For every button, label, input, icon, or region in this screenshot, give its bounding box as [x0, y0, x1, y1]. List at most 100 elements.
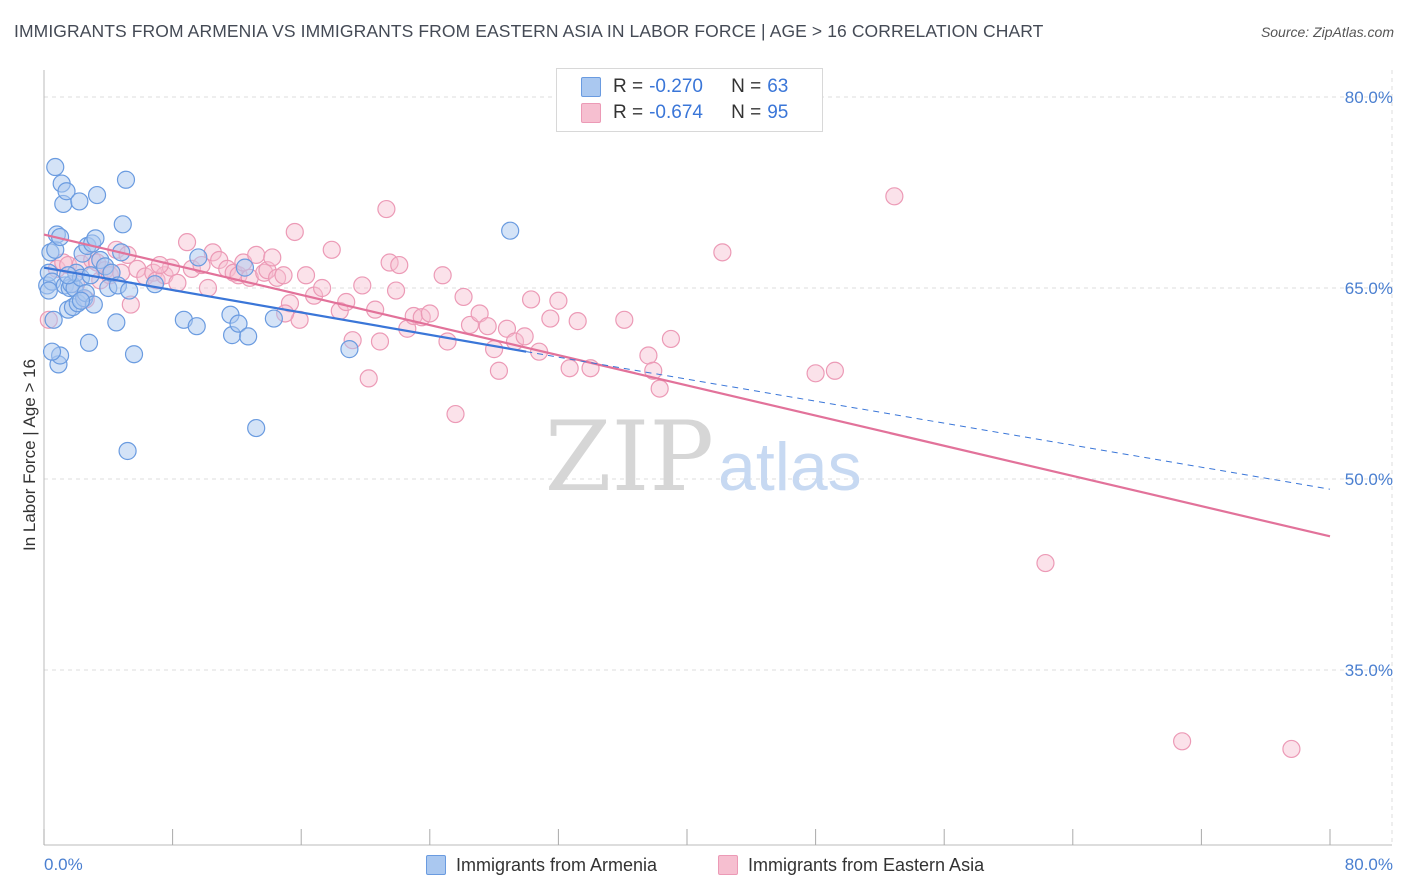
eastern-asia-point	[280, 294, 300, 313]
eastern-asia-point	[661, 329, 681, 349]
axes	[43, 70, 1392, 846]
armenia-point	[247, 418, 266, 438]
eastern-asia-point	[377, 199, 396, 219]
trend-lines	[43, 233, 1331, 538]
armenia-point	[501, 221, 520, 240]
eastern-asia-point	[390, 255, 409, 275]
y-tick-label: 80.0%	[1345, 88, 1393, 107]
eastern-asia-point	[1282, 739, 1301, 759]
eastern-asia-point	[454, 287, 473, 307]
eastern-asia-n-label: N =	[731, 102, 762, 123]
armenia-trend-line	[43, 266, 527, 353]
armenia-trend-extension	[526, 351, 1331, 490]
eastern-asia-point	[322, 240, 341, 259]
armenia-point	[229, 314, 248, 333]
eastern-asia-point	[806, 364, 825, 383]
armenia-n-value: 63	[767, 76, 789, 97]
eastern-asia-point	[885, 187, 904, 206]
armenia-point	[118, 441, 137, 461]
chart-title: IMMIGRANTS FROM ARMENIA VS IMMIGRANTS FR…	[14, 21, 1044, 41]
correlation-legend: R = -0.270 N = 63 R = -0.674 N = 95	[556, 68, 823, 132]
eastern-asia-point	[825, 361, 844, 380]
source-credit: Source: ZipAtlas.com	[1260, 24, 1394, 40]
eastern-asia-point	[489, 361, 509, 380]
armenia-r-label: R =	[613, 76, 644, 97]
armenia-n-label: N =	[731, 76, 762, 97]
bottom-legend-eastern-asia: Immigrants from Eastern Asia	[718, 852, 984, 878]
eastern-asia-point	[386, 281, 406, 300]
eastern-asia-point	[359, 369, 378, 388]
eastern-asia-trend-line	[43, 233, 1331, 538]
armenia-point	[71, 291, 91, 310]
armenia-point	[39, 281, 58, 300]
armenia-point	[239, 327, 258, 346]
armenia-point	[59, 266, 78, 285]
eastern-asia-n-value: 95	[767, 102, 789, 123]
armenia-point	[264, 309, 283, 328]
eastern-asia-point	[438, 332, 457, 351]
bottom-legend-armenia: Immigrants from Armenia	[426, 852, 657, 878]
armenia-point	[44, 310, 63, 329]
eastern-asia-point	[644, 361, 663, 380]
eastern-asia-point	[713, 243, 732, 262]
eastern-asia-point	[560, 359, 579, 378]
eastern-asia-point	[615, 310, 634, 329]
y-tick-labels: 35.0% 50.0% 65.0% 80.0%	[1345, 88, 1393, 680]
armenia-point	[145, 275, 165, 294]
eastern-asia-point	[366, 300, 385, 319]
eastern-asia-point	[312, 278, 332, 298]
bottom-eastern-asia-label: Immigrants from Eastern Asia	[748, 854, 985, 875]
eastern-asia-point	[568, 312, 587, 331]
eastern-asia-swatch	[581, 103, 601, 123]
bottom-eastern-asia-swatch	[718, 855, 738, 875]
eastern-asia-point	[274, 266, 293, 285]
eastern-asia-point	[420, 304, 439, 323]
armenia-point	[46, 157, 65, 177]
x-tick-labels: 0.0% 80.0%	[44, 855, 1393, 874]
watermark-zip: ZIP	[545, 401, 714, 513]
eastern-asia-point	[521, 290, 541, 309]
armenia-point	[116, 170, 136, 189]
armenia-point	[189, 248, 208, 267]
legend-row-armenia: R = -0.270 N = 63	[581, 75, 788, 99]
eastern-asia-point	[285, 222, 304, 242]
eastern-asia-point	[446, 404, 465, 424]
armenia-point	[124, 345, 144, 364]
eastern-asia-point	[549, 291, 568, 310]
armenia-point	[87, 185, 107, 205]
armenia-point	[79, 333, 99, 352]
armenia-swatch	[581, 77, 601, 97]
eastern-asia-point	[515, 327, 534, 346]
eastern-asia-point	[433, 266, 452, 285]
eastern-asia-point	[1036, 553, 1055, 573]
armenia-points	[38, 157, 520, 461]
armenia-point	[107, 313, 126, 332]
eastern-asia-r-label: R =	[613, 102, 644, 123]
x-tick-label-max: 80.0%	[1345, 855, 1393, 874]
eastern-asia-point	[650, 379, 669, 398]
y-axis-title: In Labor Force | Age > 16	[20, 358, 39, 552]
y-tick-label: 50.0%	[1345, 470, 1393, 489]
armenia-point	[57, 182, 76, 201]
watermark-atlas: atlas	[718, 429, 862, 505]
x-tick-label-min: 0.0%	[44, 855, 83, 874]
eastern-asia-point	[198, 278, 218, 298]
eastern-asia-r-value: -0.674	[649, 102, 703, 123]
eastern-asia-point	[177, 233, 197, 252]
eastern-asia-point	[639, 346, 658, 365]
armenia-point	[42, 342, 62, 361]
bottom-armenia-label: Immigrants from Armenia	[456, 854, 658, 875]
eastern-asia-point	[485, 340, 504, 359]
armenia-point	[235, 258, 255, 277]
eastern-asia-point	[263, 248, 282, 267]
legend-row-eastern-asia: R = -0.674 N = 95	[581, 101, 788, 125]
bottom-armenia-swatch	[426, 855, 446, 875]
eastern-asia-points	[39, 187, 1301, 759]
eastern-asia-point	[353, 276, 372, 295]
y-tick-label: 35.0%	[1345, 661, 1393, 680]
armenia-point	[113, 215, 132, 234]
armenia-point	[187, 317, 206, 336]
eastern-asia-point	[150, 255, 169, 275]
eastern-asia-point	[541, 309, 560, 328]
